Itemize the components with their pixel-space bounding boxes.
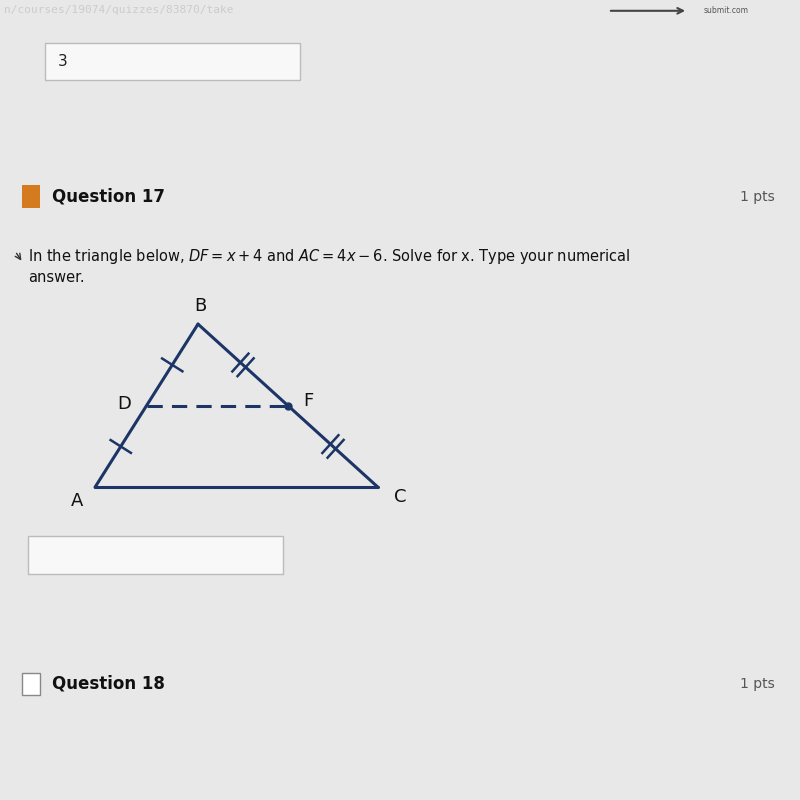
Text: Question 17: Question 17 [52, 187, 165, 206]
Text: answer.: answer. [28, 270, 85, 285]
Text: D: D [118, 394, 131, 413]
Text: n/courses/19074/quizzes/83870/take: n/courses/19074/quizzes/83870/take [4, 6, 234, 15]
Bar [22, 673, 40, 694]
Text: B: B [194, 297, 206, 315]
Text: submit.com: submit.com [704, 6, 749, 15]
Text: A: A [71, 492, 83, 510]
Text: In the triangle below, $DF = x + 4$ and $AC = 4x - 6$. Solve for x. Type your nu: In the triangle below, $DF = x + 4$ and … [28, 246, 630, 266]
Text: Question 18: Question 18 [52, 674, 165, 693]
Text: 3: 3 [58, 54, 68, 69]
Text: F: F [303, 392, 313, 410]
Bar [45, 42, 300, 80]
Text: C: C [394, 488, 406, 506]
Bar [28, 536, 283, 574]
Text: 1 pts: 1 pts [740, 677, 775, 690]
Text: 1 pts: 1 pts [740, 190, 775, 203]
Bar [22, 186, 40, 207]
